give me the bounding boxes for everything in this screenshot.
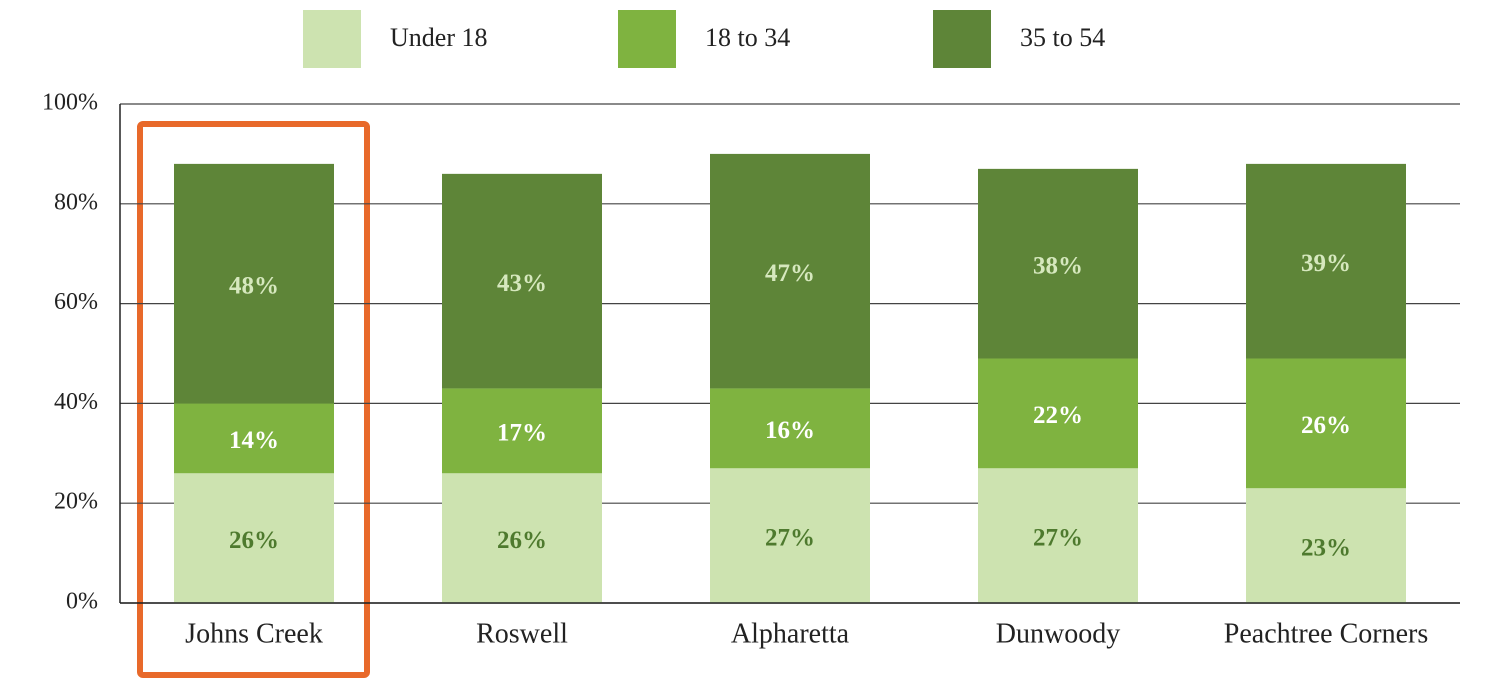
y-tick-label: 60%: [54, 289, 98, 315]
bar-segment: [978, 468, 1138, 603]
data-label: 43%: [497, 270, 547, 297]
data-label: 14%: [229, 427, 279, 454]
bar-segment: [1246, 488, 1406, 603]
y-tick-label: 0%: [66, 589, 98, 615]
data-label: 48%: [229, 272, 279, 299]
bar-segment: [442, 388, 602, 474]
bar-segment: [710, 153, 870, 389]
highlight-box: [137, 121, 370, 678]
x-tick-label: Roswell: [476, 618, 568, 649]
legend-label: 35 to 54: [1020, 23, 1105, 52]
data-label: 16%: [765, 417, 815, 444]
y-tick-label: 40%: [54, 389, 98, 415]
y-tick-label: 20%: [54, 489, 98, 515]
data-label: 26%: [497, 527, 547, 554]
legend-swatch: [303, 10, 361, 68]
data-label: 39%: [1301, 250, 1351, 277]
data-label: 38%: [1033, 252, 1083, 279]
legend-swatch: [933, 10, 991, 68]
data-label: 22%: [1033, 402, 1083, 429]
x-tick-label: Peachtree Corners: [1224, 618, 1428, 649]
bar-segment: [174, 473, 334, 603]
bar-segment: [978, 168, 1138, 359]
bar-segment: [174, 163, 334, 404]
legend-label: 18 to 34: [705, 23, 790, 52]
data-label: 47%: [765, 260, 815, 287]
x-tick-label: Dunwoody: [996, 618, 1120, 649]
data-label: 26%: [229, 527, 279, 554]
data-label: 27%: [765, 524, 815, 551]
bar-segment: [442, 473, 602, 603]
x-tick-label: Johns Creek: [185, 618, 323, 649]
y-tick-label: 100%: [42, 90, 98, 116]
data-label: 23%: [1301, 534, 1351, 561]
bar-segment: [978, 358, 1138, 469]
bar-segment: [1246, 163, 1406, 359]
y-tick-label: 80%: [54, 189, 98, 215]
bar-segment: [710, 468, 870, 603]
bar-segment: [710, 388, 870, 469]
bar-segment: [1246, 358, 1406, 489]
legend-swatch: [618, 10, 676, 68]
data-label: 17%: [497, 420, 547, 447]
bar-segment: [442, 173, 602, 389]
legend-label: Under 18: [390, 23, 487, 52]
data-label: 26%: [1301, 412, 1351, 439]
bar-segment: [174, 403, 334, 474]
x-tick-label: Alpharetta: [731, 618, 850, 649]
data-label: 27%: [1033, 524, 1083, 551]
